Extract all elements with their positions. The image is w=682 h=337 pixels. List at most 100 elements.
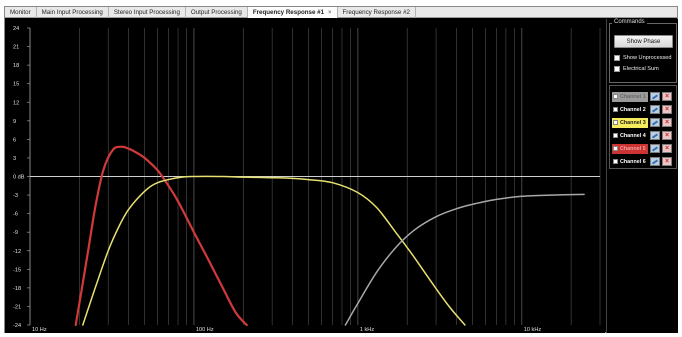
y-tick-label: 9 [13,119,16,125]
y-tick-label: -12 [13,249,21,255]
channel-remove-button[interactable]: × [662,131,672,140]
tab-label: Monitor [10,8,31,16]
y-tick-label: -9 [13,230,18,236]
y-tick-label: -21 [13,304,21,310]
channel-label: Channel 4 [620,132,646,139]
close-icon: × [664,132,670,139]
channel-edit-button[interactable] [650,131,660,140]
checkbox-icon [613,133,618,138]
tab-frequency-response-2[interactable]: Frequency Response #2 [338,7,416,18]
y-tick-label: 24 [13,26,19,32]
electrical-sum-checkbox[interactable]: Electrical Sum [614,65,659,73]
channel-toggle[interactable]: Channel 1 [612,91,648,102]
close-icon: × [664,106,670,113]
channel-label: Channel 5 [620,145,646,152]
channel-remove-button[interactable]: × [662,92,672,101]
electrical-sum-label: Electrical Sum [623,66,659,72]
checkbox-icon [614,66,620,72]
tab-monitor[interactable]: Monitor [5,7,37,18]
tab-frequency-response-1[interactable]: Frequency Response #1 × [247,7,338,18]
pencil-icon [651,132,659,139]
tab-main-input-processing[interactable]: Main Input Processing [37,7,109,18]
channel-row: Channel 3 × [612,117,675,128]
pencil-icon [651,158,659,165]
channel-edit-button[interactable] [650,105,660,114]
y-tick-label: 12 [13,100,19,106]
channel-toggle[interactable]: Channel 5 [612,143,648,154]
tab-label: Frequency Response #1 [252,8,325,16]
checkbox-icon [613,107,618,112]
frequency-response-chart[interactable]: 24 21 18 15 12 9 6 3 0 dB -3 -6 -9 -12 -15 -18 -21 -24 1… [5,19,605,333]
response-curves [74,145,585,327]
checkbox-icon [613,120,618,125]
tab-stereo-input-processing[interactable]: Stereo Input Processing [109,7,186,18]
close-icon: × [664,145,670,152]
channel-toggle[interactable]: Channel 3 [612,117,648,128]
commands-group [609,23,677,83]
channel-row: Channel 4 × [612,130,675,141]
pencil-icon [651,106,659,113]
channel-label: Channel 3 [620,119,646,126]
response-curve-2 [82,175,466,326]
commands-legend: Commands [612,19,647,25]
y-axis-labels: 24 21 18 15 12 9 6 3 0 dB -3 -6 -9 -12 -15 -18 -21 -24 [13,26,25,329]
y-tick-label: 6 [13,137,16,143]
channel-label: Channel 2 [620,106,646,113]
y-tick-label: 3 [13,156,16,162]
show-unprocessed-checkbox[interactable]: Show Unprocessed [614,54,672,62]
response-curve-3 [344,193,585,326]
x-tick-label: 1 kHz [360,327,375,333]
channel-label: Channel 6 [620,158,646,165]
channel-remove-button[interactable]: × [662,157,672,166]
show-unprocessed-label: Show Unprocessed [623,55,672,61]
channel-edit-button[interactable] [650,157,660,166]
y-tick-label: -6 [13,212,18,218]
channel-remove-button[interactable]: × [662,118,672,127]
channel-remove-button[interactable]: × [662,144,672,153]
x-axis-labels: 10 Hz 100 Hz 1 kHz 10 kHz [32,327,541,333]
y-tick-label: -3 [13,193,18,199]
y-tick-label: 21 [13,45,19,51]
y-tick-label: -24 [13,323,21,329]
channel-toggle[interactable]: Channel 6 [612,156,648,167]
channel-edit-button[interactable] [650,144,660,153]
channel-edit-button[interactable] [650,118,660,127]
checkbox-icon [614,55,620,61]
show-phase-button[interactable]: Show Phase [614,35,673,48]
x-tick-label: 10 Hz [32,327,47,333]
y-tick-label: 18 [13,63,19,69]
x-tick-label: 10 kHz [524,327,542,333]
pencil-icon [651,119,659,126]
checkbox-icon [613,159,618,164]
pencil-icon [651,93,659,100]
close-icon: × [664,119,670,126]
tab-bar: Monitor Main Input Processing Stereo Inp… [5,7,677,18]
channel-toggle[interactable]: Channel 2 [612,104,648,115]
response-curve-1 [74,145,248,327]
checkbox-icon [613,94,618,99]
y-tick-label: 15 [13,82,19,88]
channel-row: Channel 1 × [612,91,675,102]
close-icon[interactable]: × [328,9,332,16]
channel-row: Channel 2 × [612,104,675,115]
tab-output-processing[interactable]: Output Processing [186,7,248,18]
y-tick-label: 0 dB [13,175,25,181]
commands-panel: Commands Show Phase Show Unprocessed Ele… [606,19,678,333]
channel-toggle[interactable]: Channel 4 [612,130,648,141]
x-tick-label: 100 Hz [196,327,214,333]
y-tick-label: -18 [13,286,21,292]
channel-row: Channel 6 × [612,156,675,167]
close-icon: × [664,93,670,100]
tab-label: Frequency Response #2 [342,8,410,16]
tab-label: Stereo Input Processing [113,8,180,16]
channel-label: Channel 1 [620,93,646,100]
channels-group [609,85,677,169]
pencil-icon [651,145,659,152]
tab-label: Main Input Processing [41,8,103,16]
channel-edit-button[interactable] [650,92,660,101]
channel-row: Channel 5 × [612,143,675,154]
frequency-response-window: Monitor Main Input Processing Stereo Inp… [4,6,678,333]
channel-remove-button[interactable]: × [662,105,672,114]
y-tick-label: -15 [13,267,21,273]
close-icon: × [664,158,670,165]
